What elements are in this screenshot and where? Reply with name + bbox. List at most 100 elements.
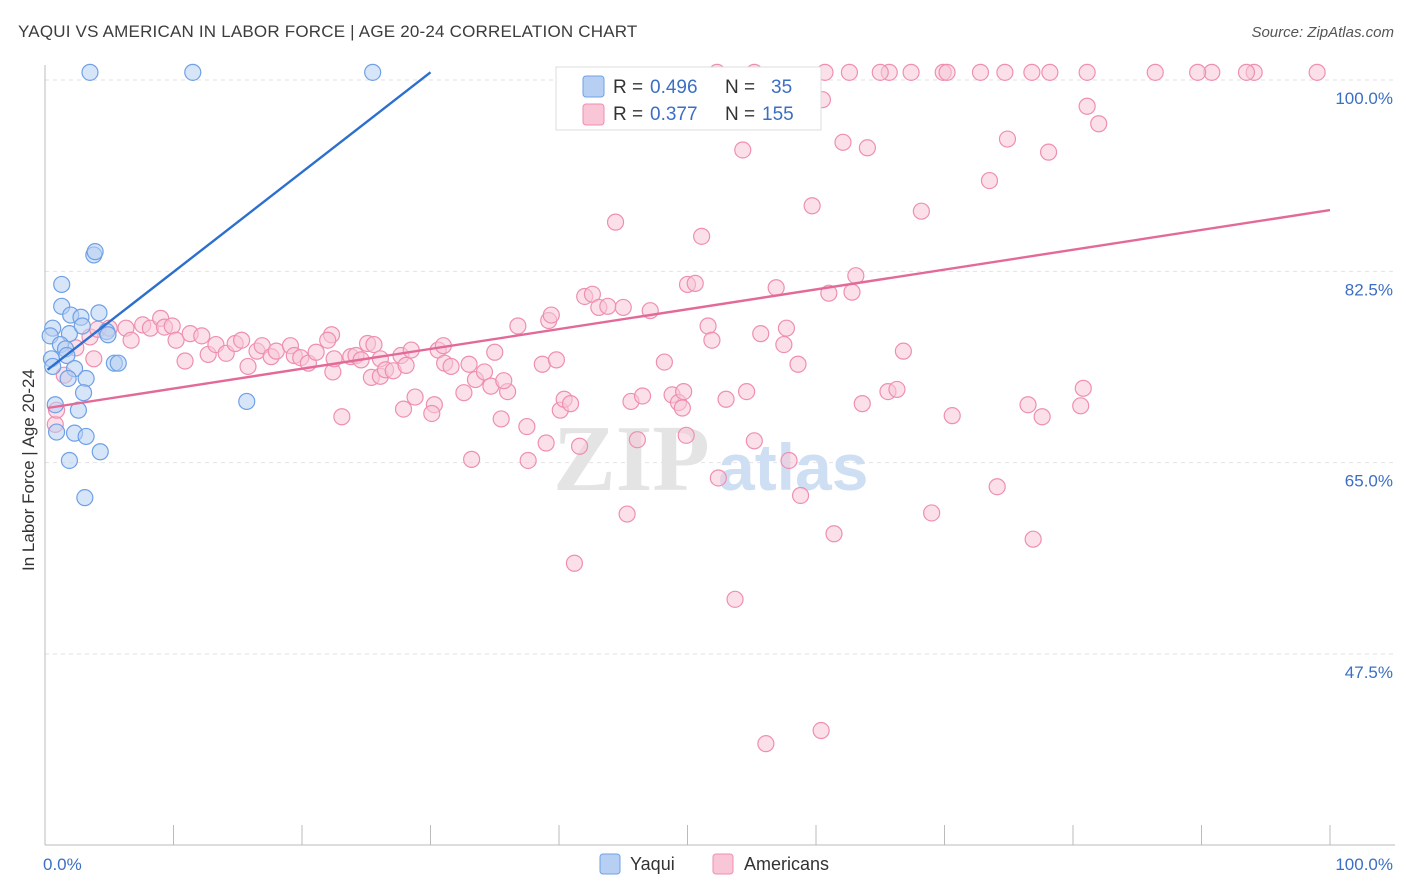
- americans-point: [463, 450, 481, 468]
- americans-point: [745, 432, 763, 450]
- americans-point: [780, 451, 798, 470]
- yaqui-point: [73, 317, 91, 335]
- americans-point: [871, 63, 889, 81]
- americans-point: [699, 317, 717, 335]
- legend-n-value-yaqui: 35: [771, 77, 792, 98]
- americans-point: [673, 399, 691, 417]
- americans-point: [1023, 63, 1041, 81]
- yaqui-points: [41, 63, 382, 507]
- americans-point: [655, 353, 673, 371]
- americans-point: [791, 486, 810, 505]
- americans-point: [547, 351, 566, 369]
- x-tick-label-min: 0.0%: [43, 855, 82, 874]
- americans-point: [752, 325, 770, 343]
- americans-point: [998, 130, 1017, 148]
- americans-point: [85, 350, 103, 368]
- yaqui-point: [59, 369, 77, 388]
- americans-point: [777, 319, 796, 337]
- yaqui-point: [60, 451, 79, 470]
- source-label: Source: ZipAtlas.com: [1251, 24, 1394, 41]
- trend-lines: [46, 71, 1331, 410]
- yaqui-point: [77, 369, 95, 388]
- americans-point: [840, 63, 859, 81]
- americans-point: [677, 426, 695, 444]
- americans-point: [1072, 397, 1090, 415]
- yaqui-point: [109, 354, 127, 372]
- americans-point: [606, 213, 625, 231]
- americans-point: [193, 327, 211, 345]
- americans-point: [834, 133, 852, 151]
- americans-point: [565, 554, 584, 572]
- americans-point: [397, 356, 415, 374]
- americans-point: [675, 383, 693, 401]
- americans-point: [423, 404, 441, 423]
- americans-point: [122, 331, 140, 349]
- americans-point: [495, 372, 513, 390]
- legend-r-label-americans: R =: [613, 104, 643, 125]
- americans-point: [1041, 63, 1059, 81]
- watermark-zip: ZIP: [553, 407, 710, 511]
- americans-point: [509, 317, 527, 335]
- americans-point: [614, 298, 632, 317]
- americans-point: [738, 383, 756, 401]
- yaqui-point: [53, 275, 71, 294]
- americans-point: [1024, 530, 1042, 548]
- yaqui-point: [46, 396, 64, 414]
- axes: [44, 65, 1395, 846]
- americans-point: [460, 355, 478, 373]
- legend-r-value-yaqui: 0.496: [650, 77, 698, 98]
- americans-point: [938, 63, 956, 81]
- bottom-legend-swatch-yaqui: [599, 853, 621, 875]
- americans-point: [1090, 115, 1108, 133]
- americans-point: [486, 343, 504, 361]
- americans-point: [686, 274, 704, 292]
- americans-point: [894, 342, 912, 360]
- americans-point: [709, 469, 727, 487]
- americans-point: [971, 63, 990, 81]
- yaqui-point: [86, 243, 104, 261]
- americans-point: [1189, 63, 1207, 81]
- americans-point: [726, 590, 744, 608]
- yaqui-point: [184, 63, 202, 81]
- americans-point: [475, 363, 494, 381]
- y-tick-label: 82.5%: [1345, 280, 1393, 299]
- yaqui-point: [77, 427, 95, 446]
- americans-point: [888, 380, 906, 399]
- yaqui-point: [90, 304, 108, 322]
- americans-point: [455, 384, 473, 402]
- americans-point: [333, 408, 351, 426]
- americans-point: [734, 141, 752, 159]
- americans-point: [912, 202, 930, 220]
- yaqui-point: [74, 384, 93, 402]
- legend-swatch-americans: [582, 103, 605, 126]
- americans-point: [858, 139, 877, 157]
- americans-point: [902, 63, 920, 81]
- americans-point: [988, 478, 1006, 496]
- americans-point: [1308, 63, 1326, 81]
- yaqui-trend-line: [46, 71, 432, 371]
- americans-point: [703, 331, 721, 349]
- americans-point: [519, 451, 537, 470]
- americans-point: [518, 417, 536, 436]
- americans-point: [1039, 143, 1058, 161]
- legend-n-label-americans: N =: [725, 104, 755, 125]
- americans-point: [1078, 97, 1096, 115]
- americans-point: [1074, 379, 1092, 397]
- bottom-legend-swatch-americans: [712, 853, 734, 875]
- americans-point: [176, 352, 194, 370]
- americans-point: [394, 400, 413, 418]
- legend: R = 0.496 N = 35 R = 0.377 N = 155: [555, 66, 822, 131]
- yaqui-point: [364, 63, 382, 81]
- legend-r-label-yaqui: R =: [613, 77, 643, 98]
- americans-point: [789, 355, 807, 373]
- yaqui-point: [91, 443, 109, 461]
- x-tick-label-max: 100.0%: [1335, 855, 1393, 874]
- americans-point: [628, 431, 646, 449]
- americans-point: [1033, 408, 1051, 426]
- yaqui-point: [47, 423, 66, 441]
- americans-point: [1078, 63, 1096, 81]
- americans-point: [233, 331, 251, 349]
- americans-point: [406, 388, 424, 406]
- americans-point: [1146, 63, 1164, 81]
